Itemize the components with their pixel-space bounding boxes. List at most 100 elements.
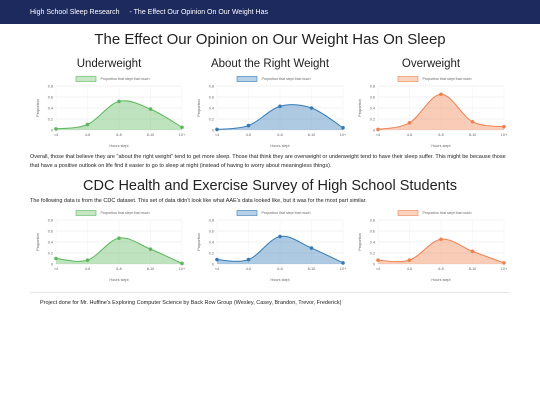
data-point <box>502 124 506 129</box>
data-point <box>148 247 153 251</box>
y-tick-label: 0.8 <box>370 218 375 222</box>
data-point <box>180 125 184 130</box>
cdc-chart-right-weight: Proportion that slept that much 0 0.2 0.4 0.… <box>197 210 347 282</box>
data-point <box>470 249 475 254</box>
x-tick-label: <4 <box>376 267 380 271</box>
legend-label: Proportion that slept that much <box>262 211 311 215</box>
x-tick-label: 4-6 <box>246 133 252 137</box>
chart-title-overweight: Overweight <box>401 58 461 70</box>
x-tick-label: 8-10 <box>308 133 316 137</box>
chart-underweight: Proportion that slept that much 0 0.2 0.4 0.… <box>36 76 186 148</box>
x-tick-label: <4 <box>215 133 219 137</box>
y-tick-label: 0.2 <box>209 117 214 121</box>
y-axis-label: Proportion <box>36 99 40 117</box>
cdc-paragraph: The following data is from the CDC datas… <box>30 198 367 204</box>
x-tick-label: 8-10 <box>147 133 155 137</box>
y-tick-label: 0.4 <box>48 240 53 244</box>
data-point <box>502 261 506 265</box>
footer-divider <box>30 292 510 293</box>
x-tick-label: 6-8 <box>277 133 283 137</box>
main-container: The Effect Our Opinion on Our Weight Has… <box>30 31 510 307</box>
data-point <box>407 121 412 125</box>
y-tick-label: 0.6 <box>48 229 53 233</box>
data-point <box>341 261 345 265</box>
data-point <box>117 236 121 240</box>
data-point <box>439 237 443 242</box>
data-point <box>215 127 219 132</box>
x-tick-label: 4-6 <box>407 267 413 271</box>
y-tick-label: 0.4 <box>370 106 375 110</box>
data-point <box>309 106 314 110</box>
data-point <box>278 234 282 239</box>
y-tick-label: 0 <box>373 262 375 266</box>
x-tick-label: 4-6 <box>85 133 91 137</box>
x-axis-label: Hours slept <box>109 278 129 282</box>
chart-col-right-weight: About the Right Weight Proportion that s… <box>191 48 349 150</box>
data-point <box>117 99 121 104</box>
y-axis-label: Proportion <box>197 233 201 251</box>
cdc-heading: CDC Health and Exercise Survey of High S… <box>83 178 457 194</box>
y-axis-label: Proportion <box>197 99 201 117</box>
navbar-brand[interactable]: High School Sleep Research <box>30 8 120 16</box>
cdc-chart-col-1: Proportion that slept that much 0 0.2 0.4 0.… <box>30 206 188 284</box>
data-point <box>180 261 184 266</box>
data-point <box>439 92 443 97</box>
data-point <box>54 256 58 261</box>
data-point <box>54 127 58 131</box>
x-tick-label: 6-8 <box>438 267 444 271</box>
chart-title-underweight: Underweight <box>76 58 142 70</box>
x-tick-label: 6-8 <box>438 133 444 137</box>
data-point <box>470 119 475 124</box>
x-axis-label: Hours slept <box>270 278 290 282</box>
legend-swatch <box>397 210 419 216</box>
data-point <box>309 246 314 250</box>
x-tick-label: 10+ <box>340 133 347 137</box>
legend-label: Proportion that slept that much <box>423 211 472 215</box>
x-tick-label: 4-6 <box>246 267 252 271</box>
chart-row-cdc: Proportion that slept that much 0 0.2 0.4 0.… <box>30 206 510 284</box>
y-tick-label: 0.6 <box>209 95 214 99</box>
data-point <box>246 257 251 262</box>
cdc-chart-overweight: Proportion that slept that much 0 0.2 0.4 0.… <box>358 210 508 282</box>
chart-overweight: Proportion that slept that much 0 0.2 0.4 0.… <box>358 76 508 148</box>
x-tick-label: 10+ <box>179 267 186 271</box>
x-tick-label: <4 <box>376 133 380 137</box>
x-tick-label: 8-10 <box>469 133 477 137</box>
data-point <box>85 258 90 262</box>
x-tick-label: 6-8 <box>277 267 283 271</box>
legend-label: Proportion that slept that much <box>262 77 311 81</box>
data-point <box>341 126 345 130</box>
navbar-link[interactable]: - The Effect Our Opinion On Our Weight H… <box>129 8 269 16</box>
y-tick-label: 0.6 <box>48 95 53 99</box>
cdc-chart-col-2: Proportion that slept that much 0 0.2 0.4 0.… <box>191 206 349 284</box>
y-tick-label: 0 <box>212 262 214 266</box>
navbar: High School Sleep Research - The Effect … <box>0 0 540 24</box>
y-tick-label: 0.6 <box>370 95 375 99</box>
legend-swatch <box>236 76 258 82</box>
legend-swatch <box>397 76 419 82</box>
legend-swatch <box>75 76 97 82</box>
y-tick-label: 0.4 <box>48 106 53 110</box>
x-tick-label: 10+ <box>340 267 347 271</box>
data-point <box>148 107 153 111</box>
x-tick-label: 4-6 <box>407 133 413 137</box>
chart-right-weight: Proportion that slept that much 0 0.2 0.4 0.… <box>197 76 347 148</box>
legend-swatch <box>236 210 258 216</box>
x-tick-label: 10+ <box>179 133 186 137</box>
data-point <box>376 258 380 262</box>
y-tick-label: 0.2 <box>370 251 375 255</box>
y-tick-label: 0.8 <box>209 84 214 88</box>
y-axis-label: Proportion <box>358 233 362 251</box>
x-tick-label: 4-6 <box>85 267 91 271</box>
data-point <box>246 123 251 128</box>
y-tick-label: 0.2 <box>48 251 53 255</box>
legend-swatch <box>75 210 97 216</box>
chart-col-overweight: Overweight Proportion that slept that mu… <box>352 48 510 150</box>
data-point <box>376 127 380 132</box>
y-tick-label: 0 <box>373 128 375 132</box>
y-tick-label: 0 <box>212 128 214 132</box>
data-point <box>278 104 282 109</box>
legend-label: Proportion that slept that much <box>423 77 472 81</box>
x-axis-label: Hours slept <box>109 144 129 148</box>
y-tick-label: 0.8 <box>209 218 214 222</box>
